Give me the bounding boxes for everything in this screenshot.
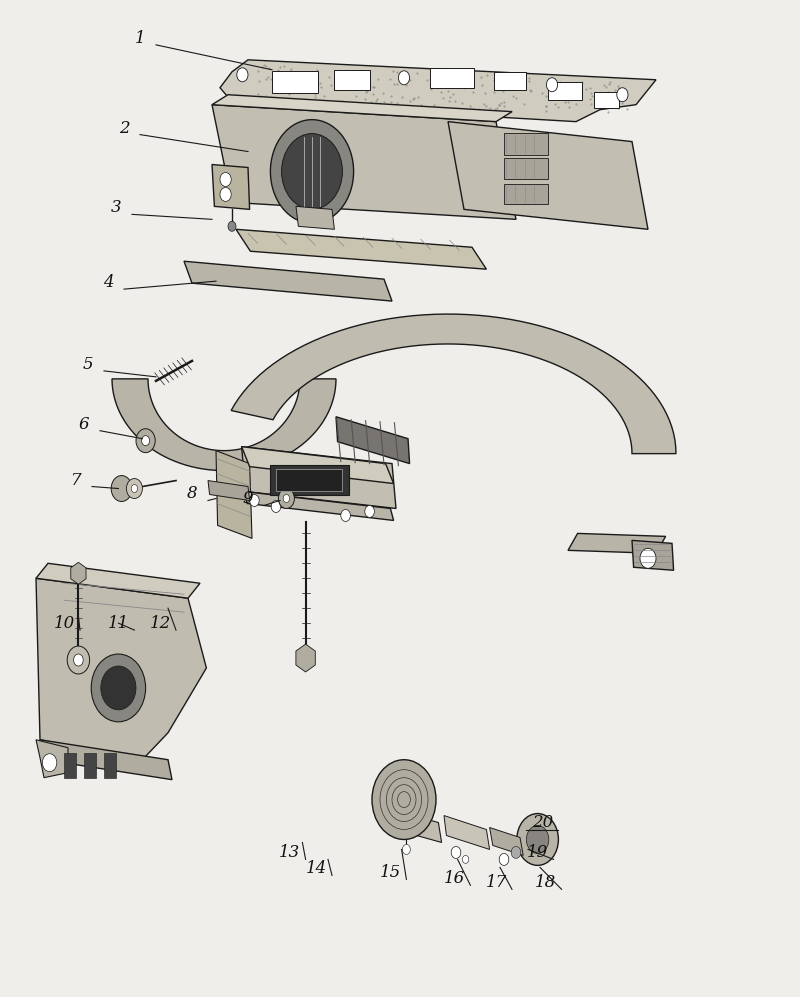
Circle shape [111, 476, 132, 501]
Circle shape [131, 485, 138, 493]
Circle shape [372, 760, 436, 839]
Circle shape [402, 844, 410, 854]
Polygon shape [40, 740, 172, 780]
Polygon shape [444, 816, 490, 849]
Bar [548, 82, 582, 100]
Polygon shape [242, 447, 394, 484]
Circle shape [398, 71, 410, 85]
Circle shape [462, 855, 469, 863]
Bar [84, 753, 96, 778]
Text: 17: 17 [486, 874, 506, 891]
Bar [504, 184, 548, 204]
Circle shape [220, 172, 231, 186]
Circle shape [640, 548, 656, 568]
Text: 20: 20 [532, 815, 553, 831]
Circle shape [517, 814, 558, 865]
Polygon shape [568, 533, 666, 553]
Circle shape [526, 826, 549, 853]
Polygon shape [244, 492, 394, 520]
Bar [272, 71, 318, 93]
Text: 10: 10 [54, 615, 74, 632]
Text: 3: 3 [110, 199, 122, 216]
Bar [64, 753, 76, 778]
Circle shape [142, 436, 150, 446]
Circle shape [282, 134, 342, 209]
Polygon shape [212, 105, 516, 219]
Text: 13: 13 [279, 844, 300, 861]
Text: 6: 6 [78, 416, 90, 433]
Polygon shape [448, 122, 648, 229]
Text: 8: 8 [186, 486, 198, 502]
Circle shape [617, 88, 628, 102]
Bar [334, 70, 370, 90]
Bar [276, 469, 342, 491]
Polygon shape [70, 562, 86, 584]
Polygon shape [392, 810, 442, 842]
Text: 16: 16 [444, 870, 465, 887]
Circle shape [228, 221, 236, 231]
Polygon shape [184, 261, 392, 301]
Circle shape [270, 120, 354, 223]
Polygon shape [490, 828, 523, 855]
Polygon shape [236, 229, 486, 269]
Text: 1: 1 [134, 30, 146, 47]
Circle shape [91, 654, 146, 722]
Circle shape [271, 500, 281, 512]
Text: 15: 15 [380, 864, 401, 881]
Circle shape [365, 505, 374, 517]
Circle shape [42, 754, 57, 772]
Bar [494, 72, 526, 90]
Polygon shape [36, 740, 68, 778]
Polygon shape [212, 95, 512, 122]
Polygon shape [212, 165, 250, 209]
Bar [504, 133, 548, 155]
Circle shape [220, 187, 231, 201]
Polygon shape [632, 540, 674, 570]
Circle shape [451, 846, 461, 858]
Text: 12: 12 [150, 615, 170, 632]
Circle shape [67, 646, 90, 674]
Circle shape [341, 509, 350, 521]
Circle shape [546, 78, 558, 92]
Text: 19: 19 [527, 844, 548, 861]
Bar [104, 753, 116, 778]
Text: 2: 2 [118, 120, 130, 137]
Polygon shape [112, 379, 336, 471]
Circle shape [499, 853, 509, 865]
Circle shape [283, 495, 290, 502]
Polygon shape [296, 206, 334, 229]
Polygon shape [296, 644, 315, 672]
Circle shape [250, 495, 259, 506]
Circle shape [237, 68, 248, 82]
Polygon shape [242, 447, 396, 508]
Polygon shape [36, 563, 200, 598]
Circle shape [278, 489, 294, 508]
Polygon shape [336, 417, 410, 464]
Polygon shape [220, 60, 656, 122]
Bar [270, 465, 349, 495]
Text: 14: 14 [306, 860, 326, 877]
Polygon shape [36, 578, 206, 760]
Circle shape [126, 479, 142, 498]
Circle shape [101, 666, 136, 710]
Text: 11: 11 [108, 615, 129, 632]
Polygon shape [208, 481, 250, 500]
Polygon shape [216, 451, 252, 538]
Text: 4: 4 [102, 274, 114, 291]
Bar [594, 92, 619, 108]
Text: 7: 7 [70, 472, 82, 489]
Circle shape [74, 654, 83, 666]
Text: 9: 9 [242, 491, 254, 507]
Polygon shape [231, 314, 676, 454]
Bar [430, 68, 474, 88]
Text: 5: 5 [82, 356, 94, 373]
Circle shape [136, 429, 155, 453]
Circle shape [511, 846, 521, 858]
Bar [504, 158, 548, 179]
Text: 18: 18 [535, 874, 556, 891]
